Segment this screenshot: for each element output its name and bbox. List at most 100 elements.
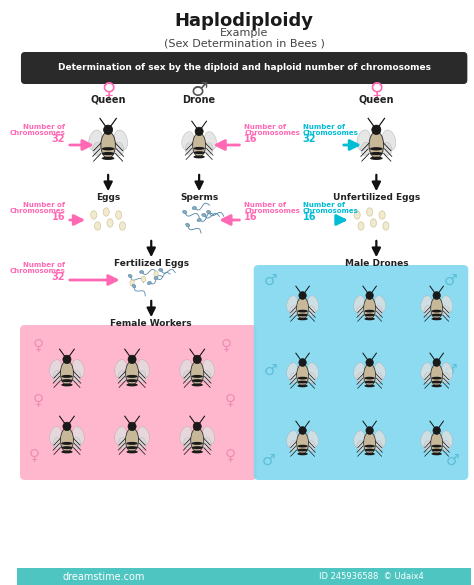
Ellipse shape (60, 361, 73, 385)
Ellipse shape (431, 453, 442, 455)
Text: Queen: Queen (91, 95, 126, 105)
Ellipse shape (138, 438, 146, 449)
Text: Chromosomes: Chromosomes (302, 130, 358, 136)
Text: ♀: ♀ (224, 393, 236, 408)
Text: 32: 32 (52, 134, 65, 144)
Ellipse shape (354, 211, 360, 219)
Ellipse shape (203, 360, 215, 378)
Ellipse shape (374, 295, 385, 312)
Ellipse shape (114, 130, 128, 150)
Text: 16: 16 (52, 212, 65, 222)
Ellipse shape (421, 295, 432, 312)
Ellipse shape (128, 422, 136, 431)
Text: ♂: ♂ (191, 81, 208, 99)
Ellipse shape (383, 222, 389, 230)
Text: ♀: ♀ (33, 338, 44, 353)
Ellipse shape (354, 363, 365, 380)
Ellipse shape (308, 295, 319, 312)
Ellipse shape (442, 373, 449, 384)
Text: Chromosomes: Chromosomes (302, 208, 358, 214)
Ellipse shape (431, 377, 442, 380)
Ellipse shape (374, 363, 385, 380)
Ellipse shape (128, 274, 132, 278)
Ellipse shape (107, 219, 113, 227)
Ellipse shape (186, 223, 190, 227)
Ellipse shape (197, 218, 201, 222)
Ellipse shape (287, 431, 298, 448)
Ellipse shape (308, 431, 319, 448)
Ellipse shape (383, 142, 392, 156)
Ellipse shape (61, 442, 73, 445)
Ellipse shape (183, 438, 191, 449)
Ellipse shape (102, 157, 115, 160)
Ellipse shape (297, 432, 309, 454)
Ellipse shape (297, 381, 308, 383)
Ellipse shape (205, 143, 213, 154)
Ellipse shape (61, 383, 73, 386)
Ellipse shape (205, 132, 217, 150)
Ellipse shape (182, 211, 187, 214)
Ellipse shape (297, 449, 308, 452)
Ellipse shape (308, 373, 315, 384)
Ellipse shape (102, 152, 115, 155)
Ellipse shape (370, 147, 383, 150)
Ellipse shape (299, 359, 306, 366)
Text: Chromosomes: Chromosomes (244, 130, 300, 136)
Ellipse shape (104, 125, 113, 135)
Ellipse shape (297, 364, 309, 386)
Text: ♀: ♀ (224, 448, 236, 463)
Ellipse shape (421, 363, 432, 380)
Ellipse shape (89, 130, 102, 150)
Ellipse shape (50, 426, 62, 445)
Ellipse shape (101, 132, 115, 159)
Ellipse shape (431, 309, 442, 312)
Ellipse shape (128, 355, 136, 364)
Ellipse shape (433, 291, 440, 300)
Ellipse shape (61, 379, 73, 382)
Ellipse shape (365, 453, 375, 455)
Ellipse shape (442, 306, 449, 316)
Ellipse shape (357, 130, 370, 150)
Ellipse shape (73, 360, 84, 378)
Ellipse shape (375, 373, 383, 384)
Ellipse shape (126, 428, 138, 452)
Text: ♂: ♂ (446, 453, 460, 467)
Text: Number of: Number of (23, 202, 65, 208)
Ellipse shape (180, 426, 192, 445)
Ellipse shape (372, 125, 381, 135)
Ellipse shape (308, 441, 315, 452)
Text: Number of: Number of (244, 202, 286, 208)
Ellipse shape (364, 432, 375, 454)
Text: ♀: ♀ (369, 81, 383, 99)
Ellipse shape (383, 130, 396, 150)
Ellipse shape (91, 211, 97, 219)
Ellipse shape (159, 269, 163, 271)
Text: 32: 32 (302, 134, 316, 144)
Ellipse shape (103, 208, 109, 216)
Ellipse shape (127, 446, 138, 449)
Ellipse shape (299, 426, 306, 435)
Text: Determination of sex by the diploid and haploid number of chromosomes: Determination of sex by the diploid and … (58, 64, 431, 73)
Ellipse shape (132, 284, 136, 288)
Text: ♂: ♂ (443, 273, 457, 287)
Text: Example: Example (220, 28, 268, 38)
Ellipse shape (115, 426, 127, 445)
Text: ♀: ♀ (220, 338, 231, 353)
Text: Number of: Number of (23, 262, 65, 268)
Ellipse shape (370, 157, 383, 160)
Ellipse shape (191, 379, 203, 382)
Text: Unfertilized Eggs: Unfertilized Eggs (333, 194, 420, 202)
Ellipse shape (193, 355, 201, 364)
Ellipse shape (130, 280, 134, 286)
Ellipse shape (203, 426, 215, 445)
Ellipse shape (193, 147, 205, 150)
Ellipse shape (61, 450, 73, 453)
Ellipse shape (431, 432, 443, 454)
Ellipse shape (203, 438, 211, 449)
Ellipse shape (308, 306, 315, 316)
Ellipse shape (290, 373, 297, 384)
Ellipse shape (366, 426, 374, 435)
Text: ♀: ♀ (33, 393, 44, 408)
Ellipse shape (290, 306, 297, 316)
Ellipse shape (297, 318, 308, 320)
